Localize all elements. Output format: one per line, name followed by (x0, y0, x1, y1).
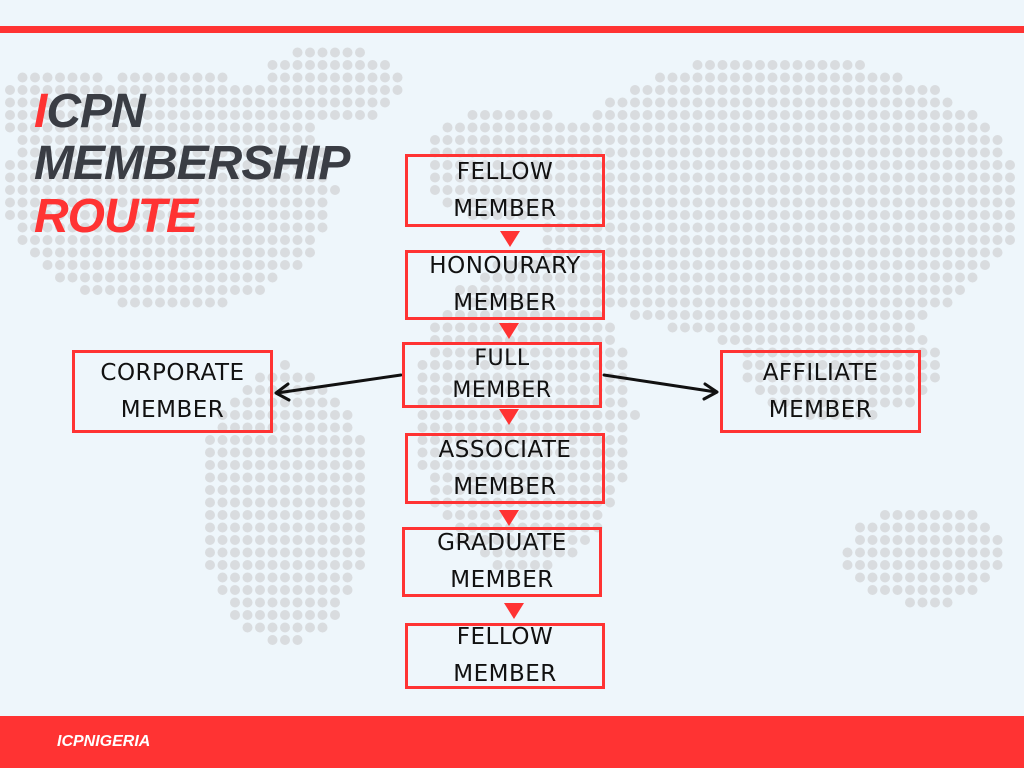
arrow-to-affiliate (602, 373, 718, 394)
arrow-to-corporate (275, 373, 403, 395)
top-accent-bar (0, 26, 1024, 33)
node-fellow-bottom: FELLOW MEMBER (405, 623, 605, 689)
node-full: FULL MEMBER (402, 342, 602, 408)
down-arrow-5 (504, 603, 524, 619)
arrow-to-corporate-head (274, 382, 291, 402)
down-arrow-2 (499, 323, 519, 339)
down-arrows (499, 231, 524, 619)
node-associate: ASSOCIATE MEMBER (405, 433, 605, 504)
node-fellow-top: FELLOW MEMBER (405, 154, 605, 227)
node-corporate: CORPORATE MEMBER (72, 350, 273, 433)
down-arrow-1 (500, 231, 520, 247)
node-affiliate: AFFILIATE MEMBER (720, 350, 921, 433)
down-arrow-3 (499, 409, 519, 425)
arrow-to-affiliate-head (702, 382, 719, 401)
down-arrow-4 (499, 510, 519, 526)
title-accent-letter: I (34, 85, 47, 138)
footer-bar: ICPNIGERIA (0, 716, 1024, 768)
title-line-1: ICPN (34, 85, 146, 138)
title-line-3: ROUTE (34, 190, 198, 243)
side-arrows (274, 373, 719, 402)
node-graduate: GRADUATE MEMBER (402, 527, 602, 597)
footer-brand: ICPNIGERIA (57, 733, 151, 750)
title-line-2: MEMBERSHIP (34, 137, 350, 190)
node-honourary: HONOURARY MEMBER (405, 250, 605, 320)
